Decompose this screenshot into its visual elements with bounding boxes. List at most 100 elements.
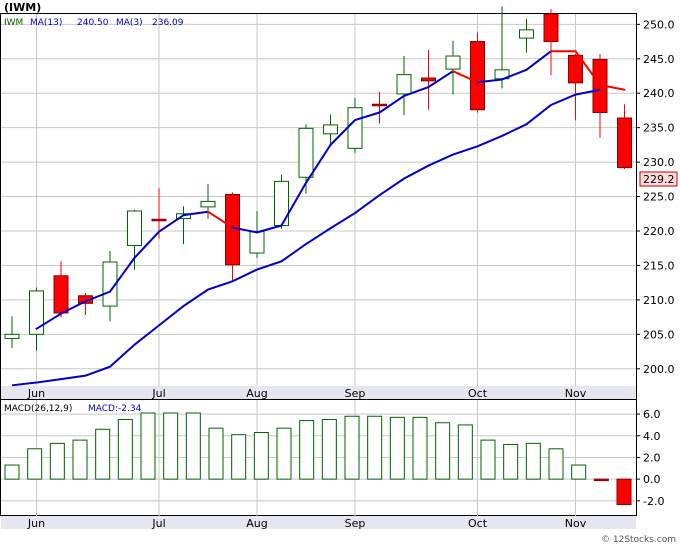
macd-tick-label: 6.0 [643, 408, 661, 421]
price-tick-label: 245.0 [643, 53, 675, 66]
macd-bar [457, 424, 473, 480]
chart-title: (IWM) [4, 1, 41, 14]
ma3-segment [501, 68, 528, 81]
month-label-top: Oct [468, 387, 488, 400]
ma3-segment [427, 70, 454, 89]
candle-body [323, 124, 338, 135]
ma3-segment [476, 78, 503, 84]
macd-bar [27, 448, 43, 480]
ma13-line [11, 88, 601, 387]
macd-bar [571, 464, 587, 480]
macd-bar [389, 416, 405, 480]
macd-bar [117, 419, 133, 480]
candle-body [543, 13, 559, 43]
macd-tick-label: -2.0 [643, 495, 664, 508]
candle-body [127, 210, 142, 246]
candle-body [421, 77, 436, 82]
price-tick-label: 205.0 [643, 328, 675, 341]
month-label-bottom: Jul [151, 517, 165, 530]
ma3-segment [231, 226, 258, 234]
price-tick-label: 230.0 [643, 156, 675, 169]
last-price-tag: 229.2 [643, 173, 675, 186]
macd-date-strip [1, 516, 636, 529]
ma3-segment [329, 119, 356, 146]
candle-body [29, 290, 44, 335]
ma3-segment [452, 70, 479, 84]
ma3-segment [182, 210, 209, 217]
candle-body [347, 107, 363, 149]
macd-month-axis: Jun Jul Aug Sep Oct Nov [27, 517, 587, 530]
candle-body [298, 127, 314, 178]
price-month-axis: Jun Jul Aug Sep Oct Nov [27, 387, 587, 400]
macd-bar [253, 432, 269, 480]
price-tick-label: 225.0 [643, 191, 675, 204]
candle-body [249, 231, 265, 254]
price-axis: 250.0 245.0 240.0 235.0 230.0 225.0 220.0 215.0… [636, 18, 675, 376]
candle-body [151, 218, 167, 222]
price-legend-ma13-value: 240.50 [77, 18, 109, 28]
macd-bar [480, 439, 496, 480]
month-label-bottom: Oct [468, 517, 488, 530]
ma3-segment [574, 50, 601, 86]
month-label-top: Jul [151, 387, 165, 400]
price-tick-label: 220.0 [643, 225, 675, 238]
price-legend-ma3-label: MA(3) [116, 18, 143, 28]
candle-body [396, 74, 412, 95]
macd-bar [344, 415, 360, 480]
ma3-segment [109, 256, 136, 293]
macd-bar [412, 416, 428, 480]
macd-bar [95, 428, 111, 480]
ma3-segment [525, 50, 552, 71]
macd-legend-value: MACD:-2.34 [88, 404, 142, 414]
month-label-top: Sep [345, 387, 366, 400]
ma3-segment [354, 111, 381, 122]
month-label-bottom: Jun [27, 517, 45, 530]
candle-body [102, 261, 118, 307]
month-label-top: Nov [565, 387, 587, 400]
candle-body [4, 333, 20, 339]
price-tick-label: 250.0 [643, 18, 675, 31]
ma3-segment [256, 224, 283, 234]
macd-bar [72, 439, 88, 480]
macd-histogram [4, 412, 632, 506]
candle-body [225, 193, 240, 266]
candle-body [445, 55, 461, 70]
macd-bar [525, 442, 541, 480]
macd-bar [299, 420, 315, 480]
macd-bar [276, 427, 292, 480]
month-label-bottom: Sep [345, 517, 366, 530]
candle-body [519, 29, 534, 39]
candle-body [200, 200, 216, 208]
candle-body [568, 54, 583, 84]
price-tick-label: 215.0 [643, 259, 675, 272]
price-tick-label: 210.0 [643, 294, 675, 307]
candle-body [470, 41, 485, 111]
price-legend-symbol: IWM [4, 18, 23, 28]
ma3-segment [403, 86, 430, 97]
macd-bar [208, 427, 224, 480]
macd-bar [503, 443, 519, 480]
macd-bar [4, 464, 20, 480]
macd-bar [548, 448, 564, 480]
ma3-segment [280, 181, 307, 227]
price-legend-ma3-value: 236.09 [152, 18, 184, 28]
month-label-top: Aug [246, 387, 267, 400]
month-label-top: Jun [27, 387, 45, 400]
ma3-segment [378, 94, 405, 114]
ma3-segment [158, 214, 185, 233]
candle-body [617, 117, 632, 169]
moving-average-lines [11, 50, 626, 387]
ma3-segment [84, 290, 111, 303]
ma3-segment [133, 230, 160, 259]
price-tick-label: 200.0 [643, 363, 675, 376]
macd-bar [593, 478, 609, 482]
candle-body [53, 275, 69, 314]
ma3-segment [305, 143, 332, 184]
watermark: © 12Stocks.com [601, 535, 676, 545]
macd-tick-label: 2.0 [643, 451, 661, 464]
macd-tick-label: 0.0 [643, 473, 661, 486]
macd-tick-label: 4.0 [643, 430, 661, 443]
last-price-tag-box [639, 171, 678, 187]
macd-axis: 6.0 4.0 2.0 0.0 -2.0 [636, 408, 664, 508]
